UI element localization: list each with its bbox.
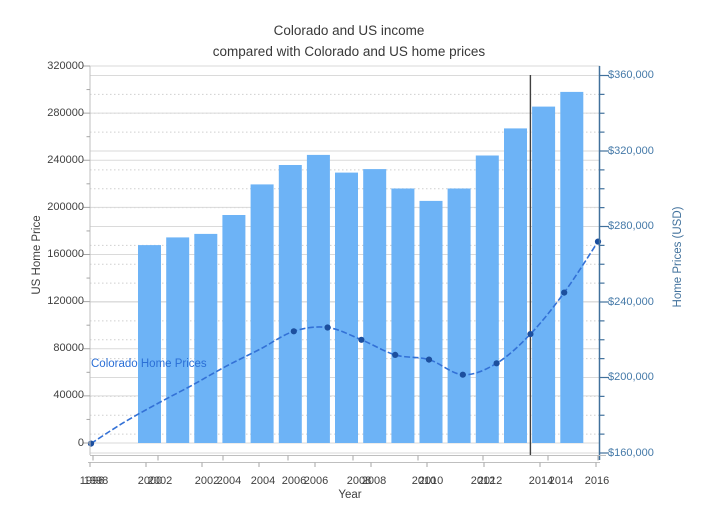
left-axis-tick-label: 240000 [47,153,84,166]
bar-us-home-price [447,188,471,443]
x-axis-year-label: 2004 [250,475,276,487]
bar-us-home-price [166,237,190,443]
left-axis-tick-label: 80000 [53,342,84,355]
bar-us-home-price [504,128,527,443]
x-axis-year-label: 1998 [83,475,109,487]
x-axis-year-label: 2014 [548,475,574,487]
right-axis-tick-label: $160,000 [608,446,654,459]
bar-us-home-price [560,91,584,444]
bar-us-home-price [138,245,161,443]
line-marker [561,289,568,296]
right-axis-tick-label: $320,000 [608,144,654,157]
bar-us-home-price [278,165,302,443]
bar-us-home-price [419,200,443,443]
line-colorado-home-prices [90,241,599,445]
line-marker [527,331,534,338]
x-axis-year-label: 2010 [411,475,437,487]
bar-us-home-price [391,188,415,443]
bar-us-home-price [335,172,358,443]
left-axis-tick-label: 120000 [47,295,84,308]
left-axis-tick-label: 280000 [47,106,84,119]
right-axis-tick-label: $360,000 [608,69,654,81]
right-axis-tick-label: $200,000 [608,371,654,383]
x-axis-year-label: 2012 [477,475,503,487]
line-marker [87,440,95,447]
chart-title-line2: compared with Colorado and US home price… [212,44,486,59]
right-axis-tick-label: $280,000 [608,220,654,232]
x-axis-year-label: 2016 [584,475,610,487]
left-axis-tick-label: 0 [77,436,84,449]
x-axis-title: Year [338,489,362,501]
series-annotation-colorado-home-prices: Colorado Home Prices [91,358,207,370]
bar-us-home-price [475,155,499,443]
bar-us-home-price [363,169,387,443]
left-axis-tick-label: 320000 [47,59,84,72]
line-marker [493,360,500,367]
line-marker [392,351,399,358]
x-axis-year-label: 2010 [418,475,444,487]
line-marker [459,371,466,378]
right-axis-tick-label: $240,000 [608,295,654,308]
x-axis-year-label: 2012 [470,475,496,487]
chart-title-line1: Colorado and US income [273,23,425,38]
bar-us-home-price [306,154,330,443]
x-axis-year-label: 1996 [79,475,105,487]
x-axis-year-label: 2006 [303,475,329,487]
bar-us-home-price [194,233,218,443]
x-axis-year-label: 2014 [528,475,554,487]
bar-us-home-price [250,184,274,443]
left-axis-tick-label: 200000 [47,200,84,213]
x-axis-year-label: 2000 [137,475,163,487]
line-marker [290,328,297,335]
x-axis-year-label: 2002 [147,475,173,487]
line-marker [324,324,331,331]
right-axis-title: Home Prices (USD) [672,206,684,308]
left-axis-tick-label: 160000 [47,248,84,260]
x-axis-year-label: 2002 [194,475,220,487]
line-marker [358,336,365,343]
bar-us-home-price [532,106,556,443]
x-axis-year-label: 2008 [346,475,372,487]
x-axis-year-label: 2006 [281,475,307,487]
line-marker [425,356,433,363]
left-axis-tick-label: 40000 [53,389,84,402]
bar-us-home-price [222,215,246,443]
x-axis-year-label: 2004 [216,475,242,487]
x-axis-year-label: 2008 [361,475,387,487]
